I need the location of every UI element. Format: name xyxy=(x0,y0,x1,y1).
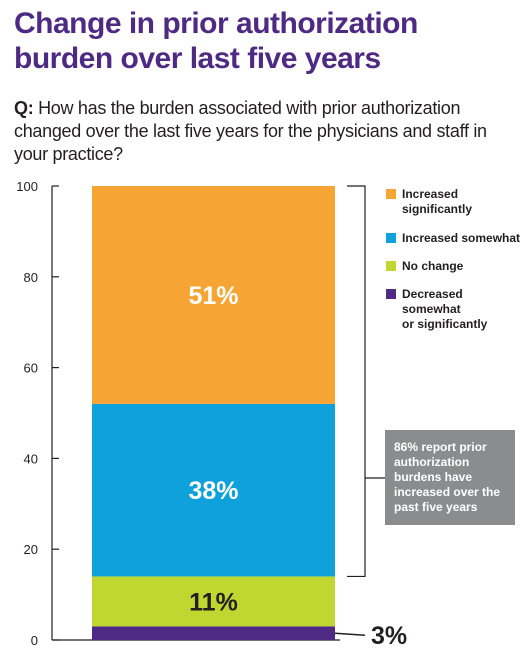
legend-label: Decreased xyxy=(402,287,463,301)
bar-segment-no-change xyxy=(92,576,335,627)
leader-line xyxy=(334,632,366,636)
question-text: How has the burden associated with prior… xyxy=(14,98,487,164)
legend-label: Increased somewhat xyxy=(402,231,520,245)
legend-label: significantly xyxy=(402,202,472,216)
survey-question: Q: How has the burden associated with pr… xyxy=(14,97,524,166)
bar-segment-increased-significantly xyxy=(92,186,335,404)
legend-swatch xyxy=(386,261,396,271)
data-label: 11% xyxy=(189,588,238,616)
legend-label: No change xyxy=(402,259,464,273)
y-tick-label: 0 xyxy=(31,633,38,648)
y-tick-label: 60 xyxy=(24,361,38,376)
legend-swatch xyxy=(386,233,396,243)
data-label: 51% xyxy=(188,282,238,310)
legend-swatch xyxy=(386,289,396,299)
y-tick-label: 20 xyxy=(24,542,38,557)
question-prefix: Q: xyxy=(14,98,34,118)
legend-label: Increased xyxy=(402,187,458,201)
bar-segment-increased-somewhat xyxy=(92,403,335,577)
y-tick-label: 40 xyxy=(24,451,38,466)
data-label: 38% xyxy=(188,477,238,505)
y-tick-label: 100 xyxy=(16,179,38,194)
bar-segment-decreased-somewhat-or-significantly xyxy=(92,626,335,640)
chart-title: Change in prior authorization burden ove… xyxy=(14,7,418,75)
legend-label: or significantly xyxy=(402,317,488,331)
bracket xyxy=(347,185,366,578)
legend-swatch xyxy=(386,189,396,199)
data-label: 3% xyxy=(371,622,407,650)
legend-label: somewhat xyxy=(402,302,461,316)
callout-box: 86% report prior authorization burdens h… xyxy=(385,430,515,525)
y-tick-label: 80 xyxy=(24,270,38,285)
